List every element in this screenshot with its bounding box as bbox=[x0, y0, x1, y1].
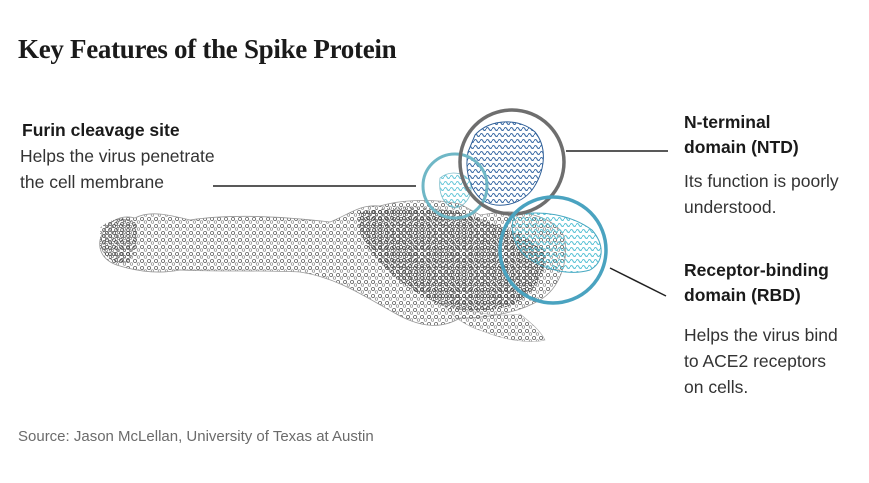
furin-description: Helps the virus penetrate the cell membr… bbox=[20, 143, 215, 195]
ntd-title: N-terminal domain (NTD) bbox=[684, 110, 799, 160]
ntd-title-line: N-terminal bbox=[684, 112, 771, 132]
spike-body bbox=[99, 199, 566, 342]
rbd-leader-line bbox=[609, 267, 667, 297]
rbd-desc-line: on cells. bbox=[684, 377, 749, 397]
ntd-desc-line: Its function is poorly bbox=[684, 171, 839, 191]
ntd-title-line: domain (NTD) bbox=[684, 137, 799, 157]
furin-title: Furin cleavage site bbox=[22, 120, 180, 140]
furin-circle bbox=[421, 152, 489, 220]
source-note: Source: Jason McLellan, University of Te… bbox=[18, 428, 374, 445]
rbd-desc-line: to ACE2 receptors bbox=[684, 351, 827, 371]
rbd-desc-line: Helps the virus bind bbox=[684, 325, 838, 345]
rbd-circle bbox=[498, 195, 608, 305]
ntd-description: Its function is poorly understood. bbox=[684, 168, 839, 220]
rbd-structure bbox=[511, 212, 602, 273]
ntd-desc-line: understood. bbox=[684, 197, 777, 217]
furin-desc-line: the cell membrane bbox=[20, 172, 164, 192]
rbd-title: Receptor-binding domain (RBD) bbox=[684, 258, 829, 308]
furin-desc-line: Helps the virus penetrate bbox=[20, 146, 215, 166]
rbd-title-line: domain (RBD) bbox=[684, 285, 801, 305]
rbd-title-line: Receptor-binding bbox=[684, 260, 829, 280]
chart-title: Key Features of the Spike Protein bbox=[18, 34, 397, 64]
rbd-description: Helps the virus bind to ACE2 receptors o… bbox=[684, 322, 838, 400]
